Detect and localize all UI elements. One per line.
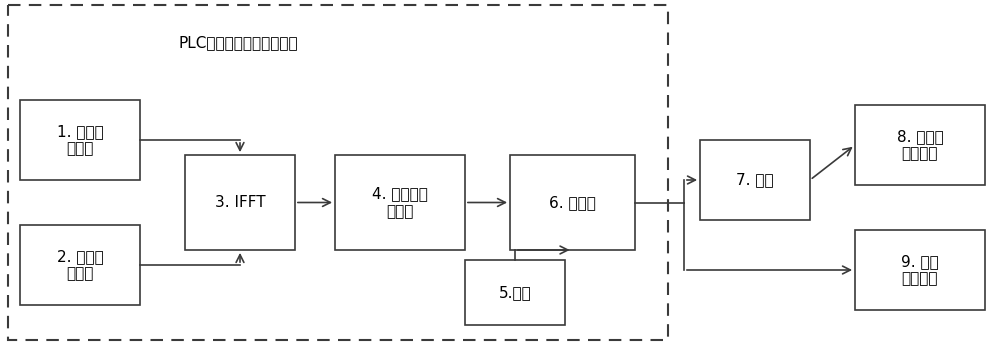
Bar xyxy=(20,100,140,180)
Text: 5.前导: 5.前导 xyxy=(499,285,531,300)
Text: 7. 实部: 7. 实部 xyxy=(736,173,774,188)
Text: PLC电力线和无线共享部分: PLC电力线和无线共享部分 xyxy=(178,35,298,50)
Text: 6. 帧结构: 6. 帧结构 xyxy=(549,195,596,210)
Bar xyxy=(20,225,140,305)
Bar xyxy=(510,155,635,250)
Text: 1. 帧控制
数据块: 1. 帧控制 数据块 xyxy=(57,124,103,156)
Bar xyxy=(8,5,668,340)
Bar xyxy=(855,105,985,185)
Text: 8. 电力线
模拟前端: 8. 电力线 模拟前端 xyxy=(897,129,943,161)
Bar xyxy=(335,155,465,250)
Text: 4. 循环前缀
和加窗: 4. 循环前缀 和加窗 xyxy=(372,186,428,219)
Bar xyxy=(855,230,985,310)
Text: 3. IFFT: 3. IFFT xyxy=(215,195,265,210)
Bar xyxy=(465,260,565,325)
Text: 9. 无线
模拟前端: 9. 无线 模拟前端 xyxy=(901,254,939,286)
Text: 2. 帧载荷
数据块: 2. 帧载荷 数据块 xyxy=(57,249,103,281)
Bar xyxy=(185,155,295,250)
Bar xyxy=(700,140,810,220)
